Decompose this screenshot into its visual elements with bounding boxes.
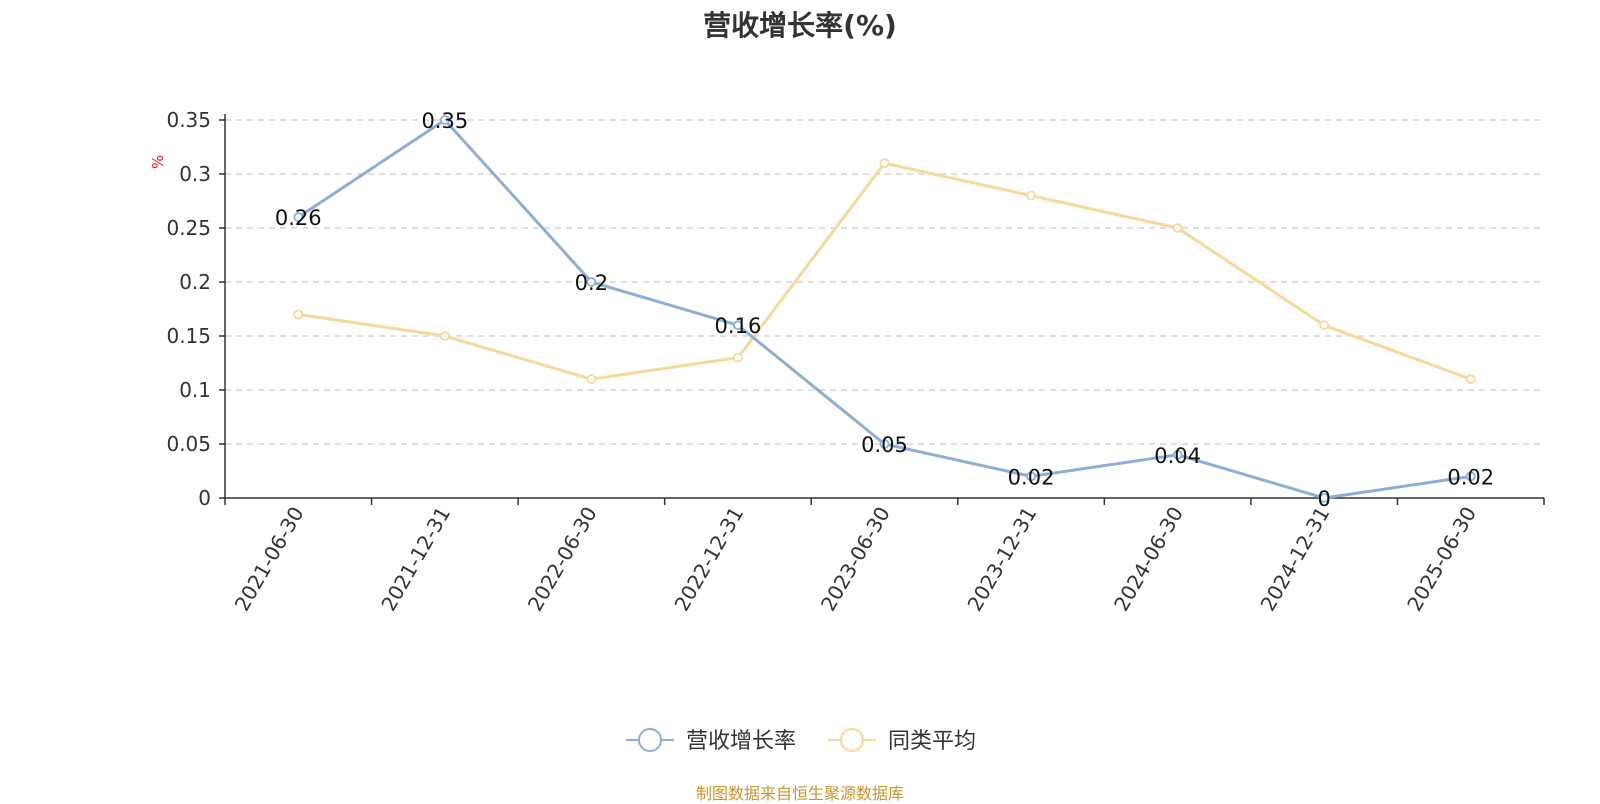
x-tick-label: 2022-12-31: [669, 503, 748, 616]
data-label: 0.04: [1154, 444, 1201, 468]
data-point[interactable]: [1319, 493, 1330, 503]
legend-item-0[interactable]: 营收增长率: [626, 728, 796, 754]
data-label: 0.35: [421, 109, 468, 133]
legend-label: 营收增长率: [686, 729, 796, 754]
series-lines: [293, 115, 1476, 503]
x-tick-label: 2022-06-30: [523, 503, 602, 616]
legend-label: 同类平均: [888, 729, 976, 754]
data-label: 0.05: [861, 433, 908, 457]
legend-marker: [840, 728, 864, 752]
y-tick-label: 0.3: [179, 162, 211, 186]
data-point[interactable]: [293, 309, 304, 320]
legend-item-1[interactable]: 同类平均: [828, 728, 976, 754]
y-tick-label: 0: [198, 486, 211, 510]
data-point[interactable]: [439, 331, 450, 341]
axes: 0 0.05 0.1 0.15 0.2 0.25 0.3 0.35% 2021-06-30 202…: [149, 108, 1545, 616]
legend-marker: [638, 728, 662, 752]
data-label: 0.26: [275, 206, 322, 230]
data-point[interactable]: [733, 320, 743, 331]
x-tick-label: 2023-06-30: [816, 503, 895, 616]
data-point[interactable]: [733, 352, 743, 363]
y-tick-label: 0.15: [166, 324, 211, 348]
data-label: 0.02: [1447, 465, 1494, 489]
data-label: 0.02: [1008, 465, 1055, 489]
data-point[interactable]: [1172, 449, 1183, 460]
x-tick-label: 2021-12-31: [376, 503, 455, 616]
y-tick-label: 0.35: [166, 108, 211, 132]
series-line-1: [298, 161, 1472, 381]
x-tick-label: 2024-12-31: [1256, 503, 1335, 616]
data-point[interactable]: [1172, 223, 1183, 233]
source-note: 制图数据来自恒生聚源数据库: [695, 784, 904, 803]
y-tick-label: 0.2: [179, 270, 211, 294]
x-tick-label: 2023-12-31: [962, 503, 1041, 616]
data-labels: 0.26 0.35 0.2 0.16 0.05 0.02 0.04 0 0.02: [275, 109, 1494, 511]
x-tick-label: 2021-06-30: [230, 503, 309, 616]
y-tick-label: 0.05: [166, 432, 211, 456]
x-tick-label: 2024-06-30: [1109, 503, 1188, 616]
data-label: 0: [1317, 487, 1330, 511]
legend[interactable]: 营收增长率 同类平均: [626, 728, 976, 754]
grid-lines: [225, 119, 1544, 445]
data-point[interactable]: [293, 212, 304, 223]
y-axis-unit: %: [149, 155, 167, 169]
data-point[interactable]: [879, 439, 890, 449]
y-tick-label: 0.1: [179, 378, 211, 402]
y-tick-label: 0.25: [166, 216, 211, 240]
data-point[interactable]: [1465, 374, 1476, 385]
data-label: 0.16: [715, 314, 762, 338]
data-point[interactable]: [1026, 471, 1036, 482]
data-point[interactable]: [1026, 190, 1036, 201]
data-point[interactable]: [879, 158, 890, 169]
data-point[interactable]: [586, 374, 597, 385]
data-point[interactable]: [586, 277, 597, 287]
x-tick-label: 2025-06-30: [1402, 503, 1481, 616]
data-label: 0.2: [575, 271, 608, 295]
data-point[interactable]: [1465, 471, 1476, 482]
data-point[interactable]: [1319, 320, 1330, 331]
data-point[interactable]: [439, 115, 450, 125]
chart-title: 营收增长率(%): [703, 9, 897, 42]
